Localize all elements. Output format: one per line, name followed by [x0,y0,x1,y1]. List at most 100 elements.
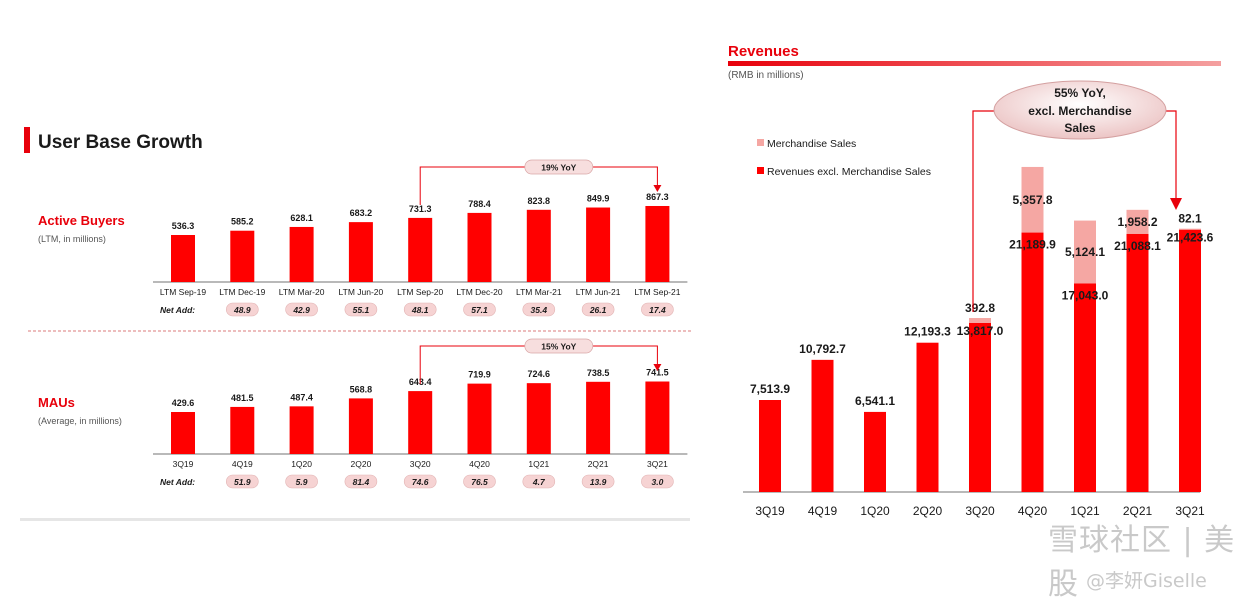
active-buyers-value-label: 731.3 [409,204,432,214]
active-buyers-net-add-pill [463,302,496,317]
maus-value-label: 429.6 [172,398,195,408]
maus-net-add-value: 81.4 [353,477,370,487]
maus-tick-label: 3Q19 [173,459,194,469]
maus-net-add-value: 76.5 [471,477,488,487]
title-accent-bar [24,127,30,153]
maus-yoy-arrowhead [653,364,662,371]
active-buyers-net-add-pill [226,302,259,317]
maus-yoy-pill [524,338,594,354]
active-buyers-bar [230,230,255,282]
watermark-line-2: @李妍Giselle [1086,570,1207,592]
maus-tick-label: 4Q19 [232,459,253,469]
active-buyers-tick-label: LTM Mar-21 [516,287,562,297]
active-buyers-tick-label: LTM Dec-20 [456,287,502,297]
maus-net-add-value: 74.6 [412,477,429,487]
maus-tick-label: 1Q20 [291,459,312,469]
maus-net-add-value: 13.9 [590,477,607,487]
maus-tick-label: 1Q21 [528,459,549,469]
maus-net-add-pill [641,474,674,489]
maus-net-add-pill [522,474,556,489]
maus-net-add-pill [226,474,259,489]
active-buyers-net-add-label: Net Add: [160,305,195,315]
active-buyers-net-add-value: 26.1 [589,305,607,315]
maus-net-add-value: 5.9 [296,477,308,487]
maus-value-label: 487.4 [290,392,313,402]
active-buyers-value-label: 788.4 [468,199,491,209]
maus-net-add-pill [403,474,437,489]
maus-subtitle: (Average, in millions) [38,416,122,426]
active-buyers-title: Active Buyers [38,213,125,228]
active-buyers-value-label: 585.2 [231,217,254,227]
active-buyers-net-add-pill [522,302,556,317]
maus-bar [645,381,670,454]
active-buyers-tick-label: LTM Mar-20 [279,287,325,297]
maus-value-label: 738.5 [587,368,610,378]
active-buyers-value-label: 536.3 [172,221,195,231]
active-buyers-tick-label: LTM Jun-21 [576,287,621,297]
active-buyers-chart: 536.3 LTM Sep-19 585.2 LTM Dec-19 628.1 LTM M… [153,159,688,317]
active-buyers-bar [645,205,670,282]
maus-net-add-value: 3.0 [651,477,663,487]
active-buyers-value-label: 849.9 [587,194,610,204]
maus-bar [467,383,492,454]
maus-bar [526,383,551,454]
active-buyers-tick-label: LTM Sep-21 [634,287,680,297]
user-base-growth-title: User Base Growth [38,132,203,153]
maus-net-add-pill [285,474,318,489]
active-buyers-net-add-value: 55.1 [353,305,370,315]
active-buyers-yoy-label: 19% YoY [541,163,576,173]
maus-value-label: 724.6 [528,369,551,379]
active-buyers-value-label: 867.3 [646,192,669,202]
maus-tick-label: 2Q21 [588,459,609,469]
active-buyers-tick-label: LTM Jun-20 [339,287,384,297]
maus-tick-label: 4Q20 [469,459,490,469]
active-buyers-tick-label: LTM Sep-20 [397,287,443,297]
maus-yoy-label: 15% YoY [541,342,576,352]
maus-net-add-value: 4.7 [532,477,546,487]
maus-net-add-pill [344,474,378,489]
maus-net-add-pill [581,474,615,489]
active-buyers-bar [467,212,492,282]
maus-bar [408,391,433,454]
maus-value-label: 568.8 [350,384,373,394]
active-buyers-yoy-arrowhead [653,185,662,192]
maus-tick-label: 2Q20 [351,459,372,469]
active-buyers-net-add-value: 48.9 [233,305,251,315]
maus-net-add-label: Net Add: [160,477,195,487]
active-buyers-net-add-value: 42.9 [292,305,310,315]
active-buyers-tick-label: LTM Sep-19 [160,287,206,297]
maus-tick-label: 3Q20 [410,459,431,469]
maus-bar [171,412,195,454]
maus-tick-label: 3Q21 [647,459,668,469]
maus-chart: 429.63Q19481.54Q19487.41Q20568.82Q20643.… [153,338,688,489]
maus-value-label: 719.9 [468,370,491,380]
active-buyers-value-label: 628.1 [290,213,313,223]
maus-title: MAUs [38,395,75,410]
active-buyers-bar [171,235,195,282]
maus-bar [230,406,255,454]
left-panel-bottom-border [20,518,690,521]
active-buyers-value-label: 683.2 [350,208,373,218]
active-buyers-bar [526,209,551,282]
maus-net-add-value: 51.9 [234,477,251,487]
active-buyers-bar [348,222,373,282]
active-buyers-net-add-pill [641,302,674,317]
active-buyers-bar [586,207,611,282]
active-buyers-net-add-value: 57.1 [471,305,488,315]
active-buyers-net-add-pill [403,302,437,317]
maus-bar [289,406,314,454]
maus-bar [586,381,611,454]
active-buyers-bar [408,217,433,282]
maus-value-label: 741.5 [646,368,669,378]
active-buyers-value-label: 823.8 [528,196,551,206]
active-buyers-net-add-pill [285,302,318,317]
active-buyers-net-add-value: 35.4 [531,305,548,315]
active-buyers-net-add-pill [581,302,615,317]
active-buyers-tick-label: LTM Dec-19 [219,287,265,297]
maus-bar [348,398,373,454]
active-buyers-net-add-pill [344,302,378,317]
maus-net-add-pill [463,474,496,489]
active-buyers-bar [289,226,314,282]
active-buyers-subtitle: (LTM, in millions) [38,234,106,244]
